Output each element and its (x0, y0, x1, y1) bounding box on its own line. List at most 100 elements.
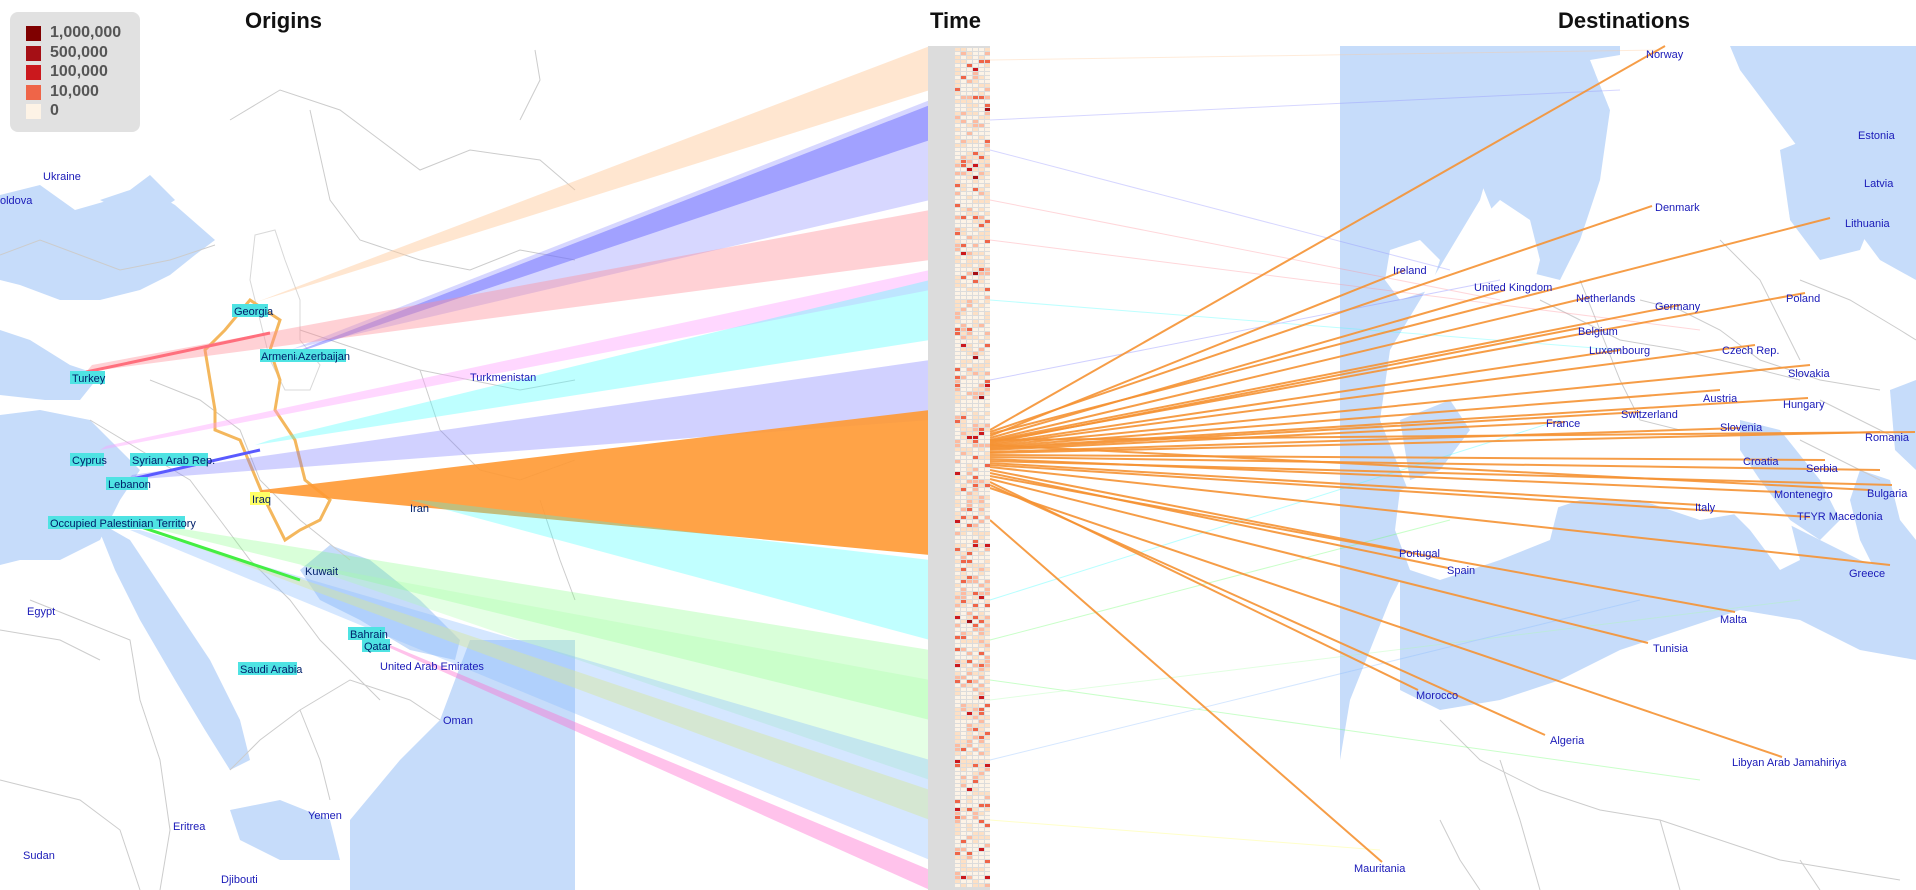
legend-item: 500,000 (26, 44, 108, 61)
time-heat-cell (961, 496, 966, 499)
time-heat-cell (967, 168, 972, 171)
time-heat-cell (979, 812, 984, 815)
time-heat-cell (973, 444, 978, 447)
time-heat-cell (979, 412, 984, 415)
time-heat-cell (985, 320, 990, 323)
time-heat-cell (961, 416, 966, 419)
time-heat-cell (985, 876, 990, 879)
time-heat-cell (955, 664, 960, 667)
time-heat-cell (967, 704, 972, 707)
time-heat-cell (979, 808, 984, 811)
time-heat-cell (961, 716, 966, 719)
time-heat-cell (979, 864, 984, 867)
time-heat-cell (961, 348, 966, 351)
time-heat-cell (979, 140, 984, 143)
time-heat-cell (979, 304, 984, 307)
time-heat-cell (967, 480, 972, 483)
time-heat-cell (961, 360, 966, 363)
time-heat-cell (985, 644, 990, 647)
time-heat-cell (955, 564, 960, 567)
time-heat-cell (967, 724, 972, 727)
time-heat-cell (979, 460, 984, 463)
time-heat-cell (961, 308, 966, 311)
time-heat-cell (961, 708, 966, 711)
time-heat-cell (967, 592, 972, 595)
time-heat-cell (979, 664, 984, 667)
time-heat-cell (967, 56, 972, 59)
time-heat-cell (961, 632, 966, 635)
time-heat-cell (985, 300, 990, 303)
time-heat-cell (973, 228, 978, 231)
time-heat-cell (973, 684, 978, 687)
time-heat-cell (973, 108, 978, 111)
time-heat-cell (979, 292, 984, 295)
time-heat-cell (955, 792, 960, 795)
time-heat-cell (973, 528, 978, 531)
time-heat-cell (967, 616, 972, 619)
time-heat-cell (985, 588, 990, 591)
time-heat-cell (961, 828, 966, 831)
time-heat-cell (967, 212, 972, 215)
time-heat-cell (985, 580, 990, 583)
time-heat-cell (973, 440, 978, 443)
time-heat-cell (979, 884, 984, 887)
time-heat-cell (985, 688, 990, 691)
time-heat-cell (961, 688, 966, 691)
origin-label-armenia: Armenia (261, 351, 303, 363)
time-heat-cell (985, 768, 990, 771)
time-heat-cell (961, 144, 966, 147)
time-heat-cell (973, 344, 978, 347)
time-heat-cell (979, 120, 984, 123)
time-heat-cell (985, 100, 990, 103)
time-heat-cell (973, 272, 978, 275)
time-heat-cell (985, 120, 990, 123)
time-heat-cell (955, 244, 960, 247)
time-heat-cell (955, 144, 960, 147)
time-heat-cell (985, 104, 990, 107)
time-heat-cell (955, 128, 960, 131)
time-heat-cell (985, 440, 990, 443)
time-heat-cell (973, 232, 978, 235)
black-sea-north (100, 175, 175, 210)
time-heat-cell (979, 188, 984, 191)
time-heat-cell (961, 92, 966, 95)
time-heat-cell (955, 784, 960, 787)
dest-label-slovakia: Slovakia (1788, 368, 1830, 380)
time-heat-cell (979, 392, 984, 395)
time-heat-cell (979, 272, 984, 275)
time-heat-cell (973, 596, 978, 599)
time-heat-cell (955, 212, 960, 215)
time-heat-cell (979, 228, 984, 231)
time-heat-cell (961, 820, 966, 823)
time-heat-cell (955, 176, 960, 179)
time-heat-cell (973, 396, 978, 399)
time-heat-cell (961, 852, 966, 855)
time-heat-cell (955, 464, 960, 467)
time-heat-cell (985, 364, 990, 367)
time-heat-cell (985, 240, 990, 243)
time-heat-cell (973, 504, 978, 507)
time-heat-cell (955, 388, 960, 391)
time-heat-cell (985, 604, 990, 607)
time-heat-cell (973, 652, 978, 655)
time-heat-cell (985, 536, 990, 539)
time-heat-cell (985, 716, 990, 719)
time-heat-cell (955, 696, 960, 699)
time-heat-cell (961, 248, 966, 251)
time-heat-cell (955, 476, 960, 479)
time-heat-cell (985, 384, 990, 387)
time-heat-cell (961, 124, 966, 127)
time-heat-cell (979, 788, 984, 791)
value-legend: 1,000,000 500,000 100,000 10,000 0 (10, 12, 140, 132)
time-heat-cell (955, 232, 960, 235)
time-heat-cell (955, 720, 960, 723)
time-heat-cell (961, 488, 966, 491)
time-heat-cell (955, 468, 960, 471)
time-heat-cell (979, 232, 984, 235)
time-heat-cell (985, 788, 990, 791)
time-heat-cell (967, 140, 972, 143)
time-heat-cell (967, 672, 972, 675)
time-heat-cell (967, 304, 972, 307)
time-heat-cell (967, 60, 972, 63)
time-heat-cell (979, 400, 984, 403)
